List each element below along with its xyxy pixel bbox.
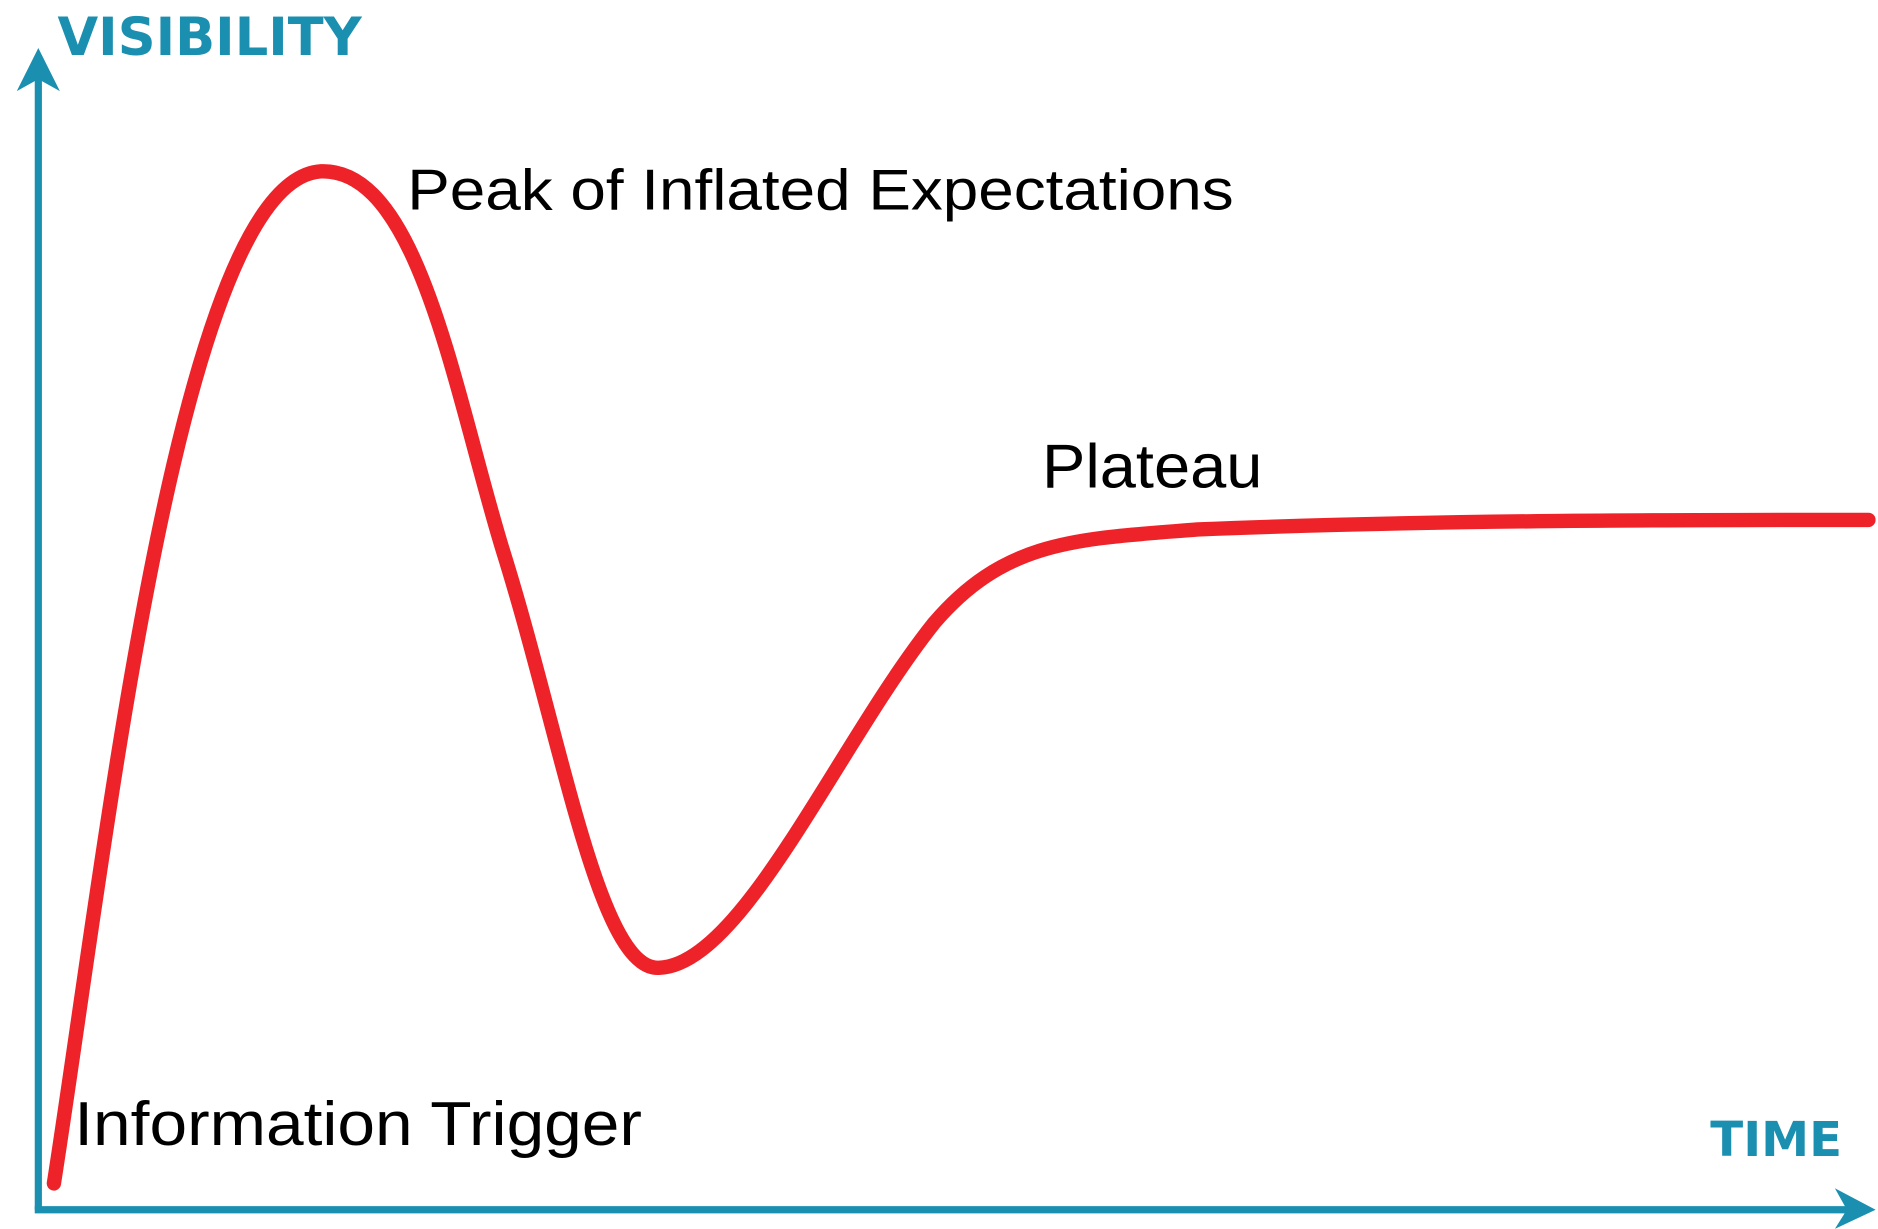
x-axis-label: TIME: [1710, 1113, 1842, 1168]
y-axis-arrow: [16, 47, 60, 92]
hype-curve: [46, 164, 1876, 1191]
plateau-label: Plateau: [1042, 433, 1262, 502]
trigger-label: Information Trigger: [74, 1090, 642, 1159]
peak-label: Peak of Inflated Expectations: [407, 159, 1233, 223]
x-axis-arrow: [1834, 1188, 1876, 1229]
y-axis-label: VISIBILITY: [57, 7, 362, 68]
